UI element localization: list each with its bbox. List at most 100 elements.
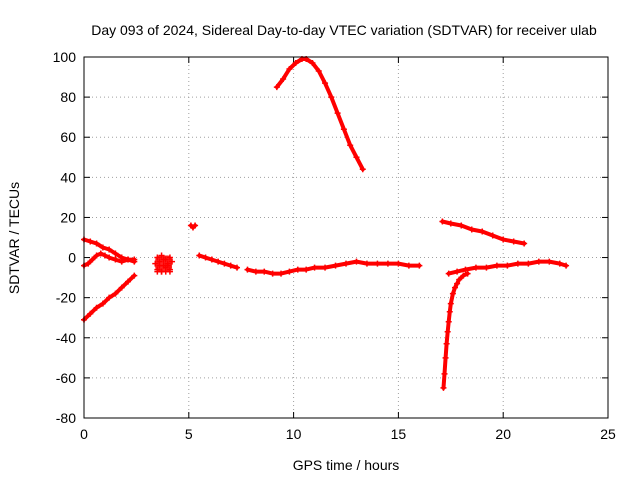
y-tick-label: 20 <box>60 209 76 225</box>
data-point <box>442 354 449 361</box>
data-point <box>93 252 100 259</box>
data-point <box>347 142 354 149</box>
data-point <box>451 284 458 291</box>
data-point <box>322 80 329 87</box>
data-point <box>118 258 125 265</box>
data-point <box>118 284 125 291</box>
data-point <box>93 304 100 311</box>
data-point <box>454 268 461 275</box>
x-tick-label: 0 <box>80 426 88 442</box>
data-point <box>208 256 215 263</box>
series-line-arc-top-parabola <box>274 57 365 172</box>
data-point <box>252 268 259 275</box>
series-line-arc-evening-descending <box>440 219 527 246</box>
y-tick-label: 0 <box>68 250 76 266</box>
data-point <box>99 244 106 251</box>
y-tick-label: 60 <box>60 129 76 145</box>
data-point <box>443 340 450 347</box>
data-point <box>112 290 119 297</box>
data-point <box>328 94 335 101</box>
y-axis-label: SDTVAR / TECUs <box>6 182 22 294</box>
data-point <box>445 270 452 277</box>
data-point <box>125 278 132 285</box>
data-point <box>269 270 276 277</box>
data-point <box>416 262 423 269</box>
data-point <box>458 222 465 229</box>
gridlines <box>84 57 608 418</box>
data-point <box>87 310 94 317</box>
data-point <box>85 260 92 267</box>
data-point <box>106 246 113 253</box>
data-point <box>510 238 517 245</box>
data-point <box>525 260 532 267</box>
y-tick-label: 80 <box>60 89 76 105</box>
data-point <box>504 262 511 269</box>
x-tick-label: 25 <box>600 426 616 442</box>
y-tick-label: -40 <box>56 330 76 346</box>
x-tick-label: 15 <box>391 426 407 442</box>
y-tick-label: -60 <box>56 370 76 386</box>
data-point <box>89 256 96 263</box>
data-point <box>87 238 94 245</box>
data-point <box>322 264 329 271</box>
data-point <box>363 260 370 267</box>
data-point <box>292 60 299 67</box>
data-point <box>445 318 452 325</box>
data-point <box>93 240 100 247</box>
x-axis-label: GPS time / hours <box>293 457 400 473</box>
data-point <box>546 258 553 265</box>
data-point <box>309 60 316 67</box>
data-point <box>535 258 542 265</box>
data-point <box>454 280 461 287</box>
data-point <box>493 262 500 269</box>
data-point <box>311 264 318 271</box>
data-point <box>215 258 222 265</box>
data-point <box>280 76 287 83</box>
data-point <box>395 260 402 267</box>
data-point <box>234 264 241 271</box>
data-point <box>439 218 446 225</box>
data-point <box>227 262 234 269</box>
data-point <box>278 270 285 277</box>
data-point <box>125 256 132 263</box>
data-point <box>514 260 521 267</box>
data-point <box>353 154 360 161</box>
data-point <box>332 262 339 269</box>
data-point <box>464 270 471 277</box>
data-point <box>286 268 293 275</box>
data-point <box>447 220 454 227</box>
data-point <box>353 258 360 265</box>
data-point <box>521 240 528 247</box>
data-point <box>196 252 203 259</box>
data-point <box>112 250 119 257</box>
data-point <box>446 308 453 315</box>
data-point <box>440 384 447 391</box>
data-point <box>563 262 570 269</box>
data-point <box>472 264 479 271</box>
data-point <box>556 260 563 267</box>
data-point <box>221 260 228 267</box>
data-point <box>131 272 138 279</box>
data-point <box>303 266 310 273</box>
data-point <box>374 260 381 267</box>
plot-frame <box>83 56 609 419</box>
data-point <box>202 254 209 261</box>
data-point <box>192 222 199 229</box>
data-point <box>343 260 349 267</box>
data-point <box>97 250 104 257</box>
data-point <box>405 262 412 269</box>
data-point <box>101 252 108 259</box>
y-tick-label: -20 <box>56 290 76 306</box>
chart-title: Day 093 of 2024, Sidereal Day-to-day VTE… <box>91 22 597 38</box>
data-point <box>447 300 454 307</box>
x-tick-label: 10 <box>286 426 302 442</box>
data-point <box>106 294 113 301</box>
data-point <box>273 84 280 91</box>
data-point <box>112 256 119 263</box>
data-point <box>489 232 496 239</box>
data-point <box>261 268 268 275</box>
data-point <box>456 276 463 283</box>
x-tick-label: 5 <box>185 426 193 442</box>
data-point <box>244 266 251 273</box>
